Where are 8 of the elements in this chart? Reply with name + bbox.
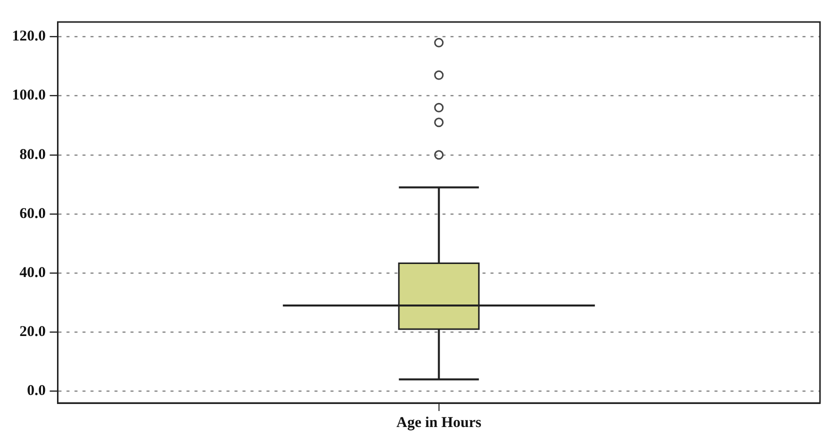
y-tick-label: 120.0 bbox=[12, 28, 46, 45]
x-tick-label: Age in Hours bbox=[396, 414, 482, 431]
y-tick-label: 80.0 bbox=[20, 146, 46, 163]
y-tick-label: 0.0 bbox=[27, 383, 46, 400]
y-tick-label: 20.0 bbox=[20, 324, 46, 340]
y-tick-label: 100.0 bbox=[12, 88, 46, 104]
y-tick-label: 60.0 bbox=[20, 206, 46, 222]
y-tick-label: 40.0 bbox=[20, 264, 46, 281]
